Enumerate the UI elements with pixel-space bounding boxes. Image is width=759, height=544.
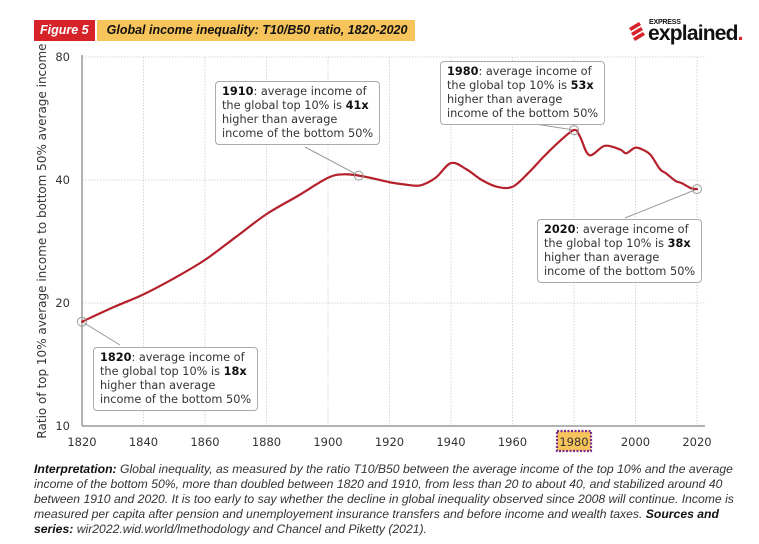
y-tick-label: 20	[55, 296, 70, 310]
annotation-text: higher than average	[222, 113, 338, 126]
annotation-1910: 1910: average income of the global top 10…	[215, 81, 381, 145]
annotation-text: the global top 10% is	[222, 99, 346, 112]
x-tick-label: 1880	[252, 435, 281, 449]
series-line	[80, 128, 699, 323]
x-tick-label: 1900	[313, 435, 342, 449]
sources-text: wir2022.wid.world/lmethodology and Chanc…	[73, 522, 427, 536]
annotation-leader-line	[624, 188, 698, 219]
x-tick-label: 1820	[67, 435, 96, 449]
annotation-text: income of the bottom 50%	[447, 107, 599, 120]
logo-stripes-icon	[629, 22, 645, 41]
interpretation-text: Interpretation: Global inequality, as me…	[34, 462, 734, 537]
x-tick-label: 2020	[682, 435, 711, 449]
y-tick-label: 40	[55, 173, 70, 187]
annotation-marker	[692, 184, 702, 195]
x-tick-label: 1980	[559, 435, 588, 449]
x-tick-label: 1920	[375, 435, 404, 449]
annotation-text: income of the bottom 50%	[544, 265, 696, 278]
annotation-ratio: 38x	[667, 237, 691, 250]
annotation-text: income of the bottom 50%	[222, 127, 374, 140]
figure-title: Global income inequality: T10/B50 ratio,…	[96, 20, 416, 41]
annotation-1820: 1820: average income of the global top 10…	[93, 347, 259, 411]
annotation-text: : average income of	[253, 85, 367, 98]
annotation-year: 1820	[100, 351, 132, 364]
y-tick-label: 80	[55, 50, 70, 64]
x-tick-label: 1860	[190, 435, 219, 449]
annotation-leader-line	[304, 146, 359, 177]
figure-label: Figure 5	[34, 20, 95, 41]
annotation-marker	[569, 125, 579, 136]
annotation-text: higher than average	[544, 251, 660, 264]
logo-express-text: EXPRESS	[649, 19, 681, 26]
logo-explained-text: explained.	[648, 22, 744, 46]
annotation-ratio: 18x	[223, 365, 247, 378]
x-tick-label: 1840	[129, 435, 158, 449]
logo-dot: .	[737, 22, 744, 45]
annotation-year: 1910	[222, 85, 254, 98]
logo-main: explained	[648, 22, 738, 45]
annotation-leader-line	[81, 321, 121, 346]
annotation-year: 1980	[447, 65, 479, 78]
interpretation-label: Interpretation:	[34, 462, 117, 476]
annotation-year: 2020	[544, 223, 576, 236]
annotation-ratio: 41x	[345, 99, 369, 112]
x-tick-highlight	[555, 429, 593, 453]
annotation-markers	[77, 125, 702, 327]
annotation-ratio: 53x	[570, 79, 594, 92]
annotation-text: the global top 10% is	[100, 365, 224, 378]
axes: 1820 1840 1860 1880 1900 1920 1940 1960 1980 2000…	[55, 50, 712, 453]
annotation-text: the global top 10% is	[544, 237, 668, 250]
annotation-text: : average income of	[575, 223, 689, 236]
annotation-marker	[77, 316, 87, 327]
annotation-text: the global top 10% is	[447, 79, 571, 92]
interpretation-body: Global inequality, as measured by the ra…	[34, 462, 734, 521]
sources-label: Sources and series:	[34, 507, 719, 536]
y-tick-label: 10	[55, 419, 70, 433]
x-tick-label: 1940	[436, 435, 465, 449]
annotation-2020: 2020: average income of the global top 10…	[537, 219, 703, 283]
annotation-text: : average income of	[131, 351, 245, 364]
annotation-1980: 1980: average income of the global top 10…	[440, 61, 606, 125]
y-axis-label: Ratio of top 10% average income to botto…	[35, 43, 49, 438]
express-explained-logo: EXPRESS explained.	[629, 16, 749, 46]
x-tick-label: 1960	[498, 435, 527, 449]
annotation-text: higher than average	[447, 93, 563, 106]
annotation-marker	[353, 170, 364, 181]
annotation-text: income of the bottom 50%	[100, 393, 252, 406]
annotation-text: higher than average	[100, 379, 216, 392]
x-tick-label: 2000	[621, 435, 650, 449]
figure-header: Figure 5 Global income inequality: T10/B…	[34, 20, 416, 41]
annotation-text: : average income of	[478, 65, 592, 78]
